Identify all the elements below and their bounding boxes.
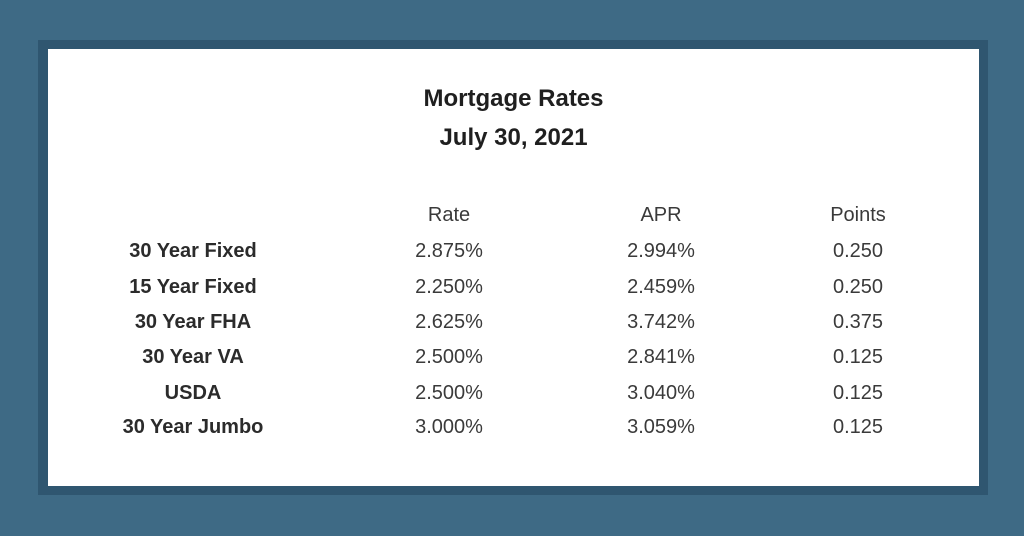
points-value: 0.125 [832,346,884,368]
column-header-apr: APR [640,204,682,226]
row-label: USDA [164,382,222,404]
rate-value: 2.250% [415,276,483,298]
column-header-points: Points [830,204,886,226]
apr-value: 2.841% [627,346,695,368]
row-label: 30 Year Jumbo [122,416,264,438]
points-value: 0.250 [832,276,884,298]
column-header-rate: Rate [427,204,471,226]
points-value: 0.125 [832,382,884,404]
row-label: 30 Year FHA [134,311,252,333]
rates-date: July 30, 2021 [439,124,588,151]
points-value: 0.250 [832,240,884,262]
rate-value: 2.500% [415,346,483,368]
row-label: 30 Year VA [142,346,244,368]
apr-value: 3.059% [627,416,695,438]
row-label: 30 Year Fixed [129,240,257,262]
rate-value: 3.000% [415,416,483,438]
apr-value: 2.994% [627,240,695,262]
rate-value: 2.625% [415,311,483,333]
mortgage-rates-card: Mortgage Rates July 30, 2021 Rate APR Po… [48,49,979,486]
rate-value: 2.875% [415,240,483,262]
points-value: 0.375 [832,311,884,333]
page-title: Mortgage Rates [423,85,604,112]
apr-value: 2.459% [627,276,695,298]
rate-value: 2.500% [415,382,483,404]
apr-value: 3.040% [627,382,695,404]
apr-value: 3.742% [627,311,695,333]
row-label: 15 Year Fixed [129,276,257,298]
points-value: 0.125 [832,416,884,438]
